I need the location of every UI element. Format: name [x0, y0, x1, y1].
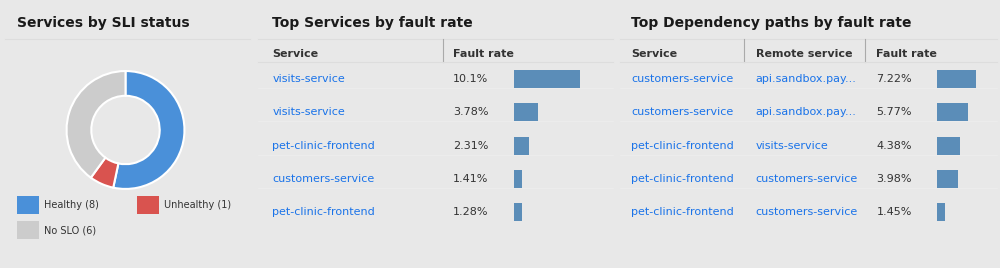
Text: pet-clinic-frontend: pet-clinic-frontend [631, 174, 734, 184]
Text: pet-clinic-frontend: pet-clinic-frontend [272, 207, 375, 217]
Text: customers-service: customers-service [631, 107, 734, 117]
Bar [937, 103, 968, 121]
Text: 3.98%: 3.98% [876, 174, 912, 184]
Text: customers-service: customers-service [631, 74, 734, 84]
Bar [514, 103, 538, 121]
Bar [937, 70, 976, 88]
Text: visits-service: visits-service [272, 74, 345, 84]
Text: Fault rate: Fault rate [876, 49, 937, 59]
Text: 1.28%: 1.28% [453, 207, 489, 217]
Text: Fault rate: Fault rate [453, 49, 514, 59]
Text: 7.22%: 7.22% [876, 74, 912, 84]
Text: api.sandbox.pay...: api.sandbox.pay... [756, 74, 857, 84]
Text: api.sandbox.pay...: api.sandbox.pay... [756, 107, 857, 117]
Text: 10.1%: 10.1% [453, 74, 488, 84]
Text: Remote service: Remote service [756, 49, 852, 59]
Bar [937, 170, 958, 188]
Text: Service: Service [272, 49, 318, 59]
Text: Top Services by fault rate: Top Services by fault rate [272, 16, 473, 30]
Bar [514, 170, 522, 188]
Text: visits-service: visits-service [272, 107, 345, 117]
Text: 1.41%: 1.41% [453, 174, 489, 184]
Wedge shape [113, 71, 184, 189]
Text: pet-clinic-frontend: pet-clinic-frontend [631, 141, 734, 151]
Text: Unhealthy (1): Unhealthy (1) [164, 200, 231, 210]
Text: Services by SLI status: Services by SLI status [17, 16, 190, 30]
Bar [17, 221, 39, 240]
Text: Top Dependency paths by fault rate: Top Dependency paths by fault rate [631, 16, 912, 30]
Bar [514, 137, 529, 155]
Text: pet-clinic-frontend: pet-clinic-frontend [272, 141, 375, 151]
Bar [514, 70, 580, 88]
Bar [937, 203, 945, 221]
Text: Healthy (8): Healthy (8) [44, 200, 99, 210]
Bar [514, 203, 522, 221]
Bar [937, 137, 960, 155]
Text: 1.45%: 1.45% [876, 207, 912, 217]
Text: No SLO (6): No SLO (6) [44, 225, 96, 236]
Text: 5.77%: 5.77% [876, 107, 912, 117]
Text: 4.38%: 4.38% [876, 141, 912, 151]
Text: customers-service: customers-service [756, 207, 858, 217]
Wedge shape [91, 158, 118, 188]
Text: 2.31%: 2.31% [453, 141, 489, 151]
Bar [137, 196, 159, 214]
Text: pet-clinic-frontend: pet-clinic-frontend [631, 207, 734, 217]
Text: customers-service: customers-service [272, 174, 374, 184]
Text: visits-service: visits-service [756, 141, 828, 151]
Text: 3.78%: 3.78% [453, 107, 489, 117]
Wedge shape [67, 71, 126, 178]
Text: customers-service: customers-service [756, 174, 858, 184]
Bar [17, 196, 39, 214]
Text: Service: Service [631, 49, 677, 59]
